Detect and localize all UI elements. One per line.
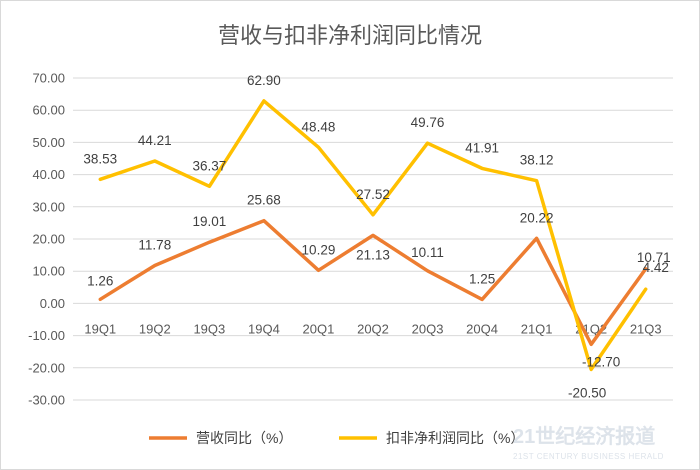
data-label: 41.91	[465, 140, 499, 155]
legend-label-net-profit: 扣非净利润同比（%）	[386, 430, 524, 446]
data-label: 11.78	[138, 237, 171, 252]
x-axis-ticks: 19Q1 19Q2 19Q3 19Q4 20Q1 20Q2 20Q3 20Q4 21Q1 21Q2…	[84, 321, 661, 336]
y-tick-label: -20.00	[28, 360, 65, 375]
watermark: 21世纪经济报道 21ST CENTURY BUSINESS HERALD	[513, 424, 664, 461]
x-tick-label: 21Q3	[630, 321, 662, 336]
data-label: 38.53	[83, 151, 117, 166]
y-axis-ticks: -30.00 -20.00 -10.00 0.00 10.00 20.00 30.00 40.…	[28, 71, 65, 408]
y-tick-label: -10.00	[28, 328, 65, 343]
series-line-0	[98, 218, 648, 347]
data-label: 10.29	[302, 242, 336, 257]
x-tick-label: 19Q1	[84, 321, 116, 336]
data-label: 49.76	[411, 115, 445, 130]
data-label: 10.11	[411, 245, 444, 260]
data-labels: 1.26 11.78 19.01 25.68 10.29 21.13 10.11 1.25 20…	[83, 73, 670, 401]
data-label: 27.52	[356, 187, 390, 202]
y-tick-label: 20.00	[32, 232, 65, 247]
y-tick-label: 50.00	[32, 135, 65, 150]
y-tick-label: -30.00	[28, 393, 65, 408]
data-label: 21.13	[356, 247, 390, 262]
series-line-1	[98, 99, 648, 372]
y-tick-label: 10.00	[32, 264, 65, 279]
y-tick-label: 40.00	[32, 167, 65, 182]
data-label: 36.37	[192, 158, 226, 173]
y-tick-label: 70.00	[32, 71, 65, 86]
x-tick-label: 20Q2	[357, 321, 389, 336]
gridlines	[73, 77, 673, 401]
watermark-text: 21世纪经济报道	[513, 424, 655, 448]
data-label: 4.42	[643, 260, 669, 275]
data-label: 1.25	[469, 271, 495, 286]
data-label: 1.26	[87, 273, 113, 288]
data-label: 20.22	[520, 210, 554, 225]
legend-label-revenue: 营收同比（%）	[196, 430, 292, 446]
y-tick-label: 60.00	[32, 103, 65, 118]
x-tick-label: 20Q1	[303, 321, 335, 336]
data-label: 44.21	[138, 133, 172, 148]
y-tick-label: 0.00	[40, 296, 65, 311]
watermark-subtext: 21ST CENTURY BUSINESS HERALD	[513, 452, 664, 461]
y-tick-label: 30.00	[32, 199, 65, 214]
data-label: 10.71	[637, 250, 671, 265]
series-lines	[98, 99, 648, 372]
x-tick-label: 19Q3	[193, 321, 225, 336]
data-label: 25.68	[247, 193, 281, 208]
data-label: 19.01	[192, 214, 226, 229]
data-label: 38.12	[520, 153, 554, 168]
data-label: -12.70	[582, 354, 620, 369]
data-label: 48.48	[302, 119, 336, 134]
x-tick-label: 20Q3	[412, 321, 444, 336]
x-tick-label: 19Q4	[248, 321, 280, 336]
data-label: 62.90	[247, 73, 281, 88]
x-tick-label: 20Q4	[466, 321, 498, 336]
chart-title: 营收与扣非净利润同比情况	[218, 23, 482, 48]
x-tick-label: 19Q2	[139, 321, 171, 336]
x-tick-label: 21Q1	[521, 321, 553, 336]
data-label: -20.50	[568, 385, 606, 400]
legend: 营收同比（%） 扣非净利润同比（%）	[149, 430, 524, 446]
